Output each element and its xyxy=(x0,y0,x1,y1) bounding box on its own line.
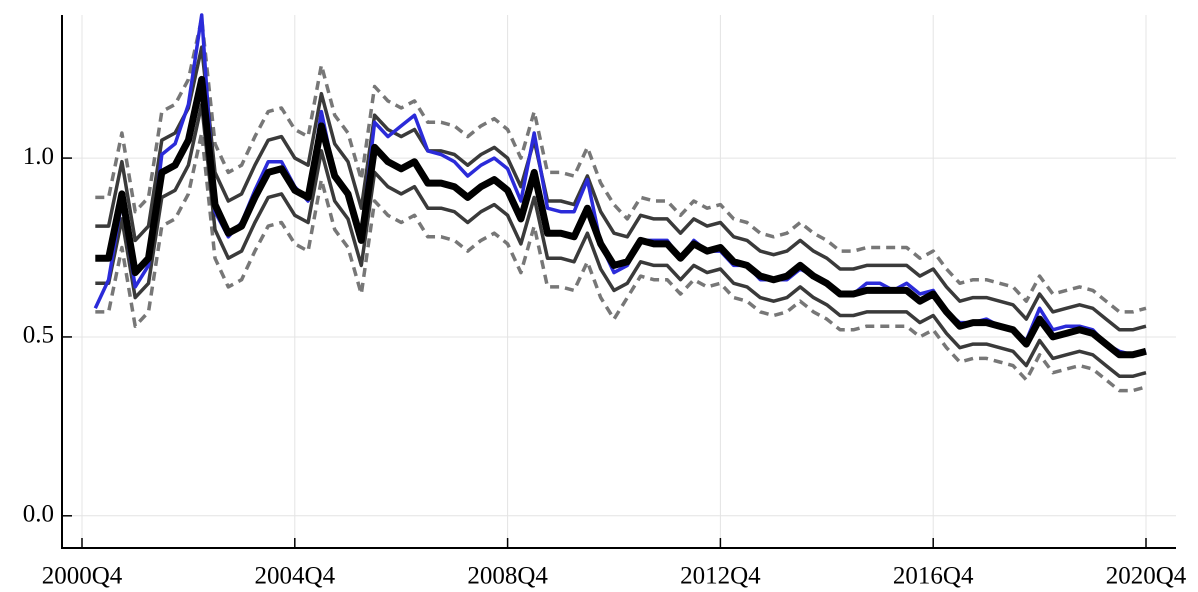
grid xyxy=(62,15,1176,548)
y-tick-label: 0.0 xyxy=(23,501,54,528)
series-line xyxy=(95,102,1147,379)
series-line xyxy=(95,131,1147,393)
x-tick-label: 2004Q4 xyxy=(255,563,336,590)
labels: 0.0 0.5 1.0 2000Q4 2004Q4 2008Q4 2012Q4 2016Q4 2… xyxy=(23,143,1187,590)
series-line xyxy=(95,75,1147,359)
x-tick-label: 2000Q4 xyxy=(42,563,123,590)
series-line xyxy=(95,16,1147,314)
series-line xyxy=(93,13,1147,357)
y-tick-label: 0.5 xyxy=(23,322,54,349)
x-tick-label: 2008Q4 xyxy=(467,563,548,590)
lines xyxy=(93,13,1147,393)
x-tick-label: 2012Q4 xyxy=(680,563,761,590)
x-tick-label: 2016Q4 xyxy=(893,563,974,590)
y-tick-label: 1.0 xyxy=(23,143,54,170)
x-tick-label: 2020Q4 xyxy=(1106,563,1187,590)
series-line xyxy=(95,45,1147,332)
